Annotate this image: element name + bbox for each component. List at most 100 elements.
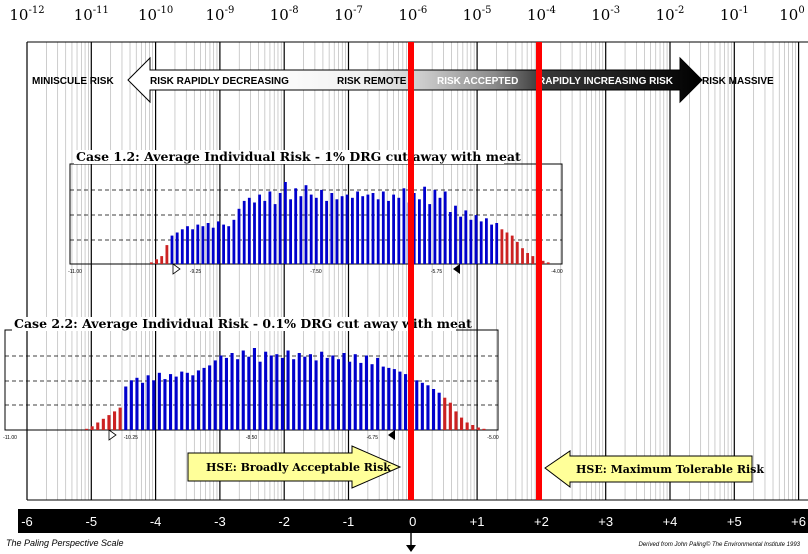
zone-label-remote: RISK REMOTE bbox=[337, 76, 407, 87]
histogram-bar bbox=[448, 402, 452, 430]
histogram-bar bbox=[392, 369, 396, 430]
down-arrow-icon bbox=[406, 545, 416, 552]
histogram-bar bbox=[541, 260, 545, 264]
histogram-bar bbox=[196, 224, 200, 264]
threshold-line-broadly-acceptable bbox=[408, 42, 414, 500]
histogram-bar bbox=[268, 191, 272, 264]
histogram-bar bbox=[438, 197, 442, 264]
histogram-bar bbox=[325, 200, 328, 264]
top-scale-labels: 10-12 10-11 10-10 10-9 10-8 10-7 10-6 10-5 10-4 1… bbox=[9, 5, 804, 24]
zone-label-decreasing: RISK RAPIDLY DECREASING bbox=[150, 76, 289, 87]
histogram-bar bbox=[165, 245, 169, 264]
histogram-title: Case 2.2: Average Individual Risk - 0.1%… bbox=[14, 316, 472, 331]
histogram-bar bbox=[348, 361, 352, 430]
top-scale-label: 10-8 bbox=[270, 5, 299, 24]
histogram-bar bbox=[124, 386, 128, 430]
log-gridlines bbox=[26, 41, 808, 501]
histogram-bar bbox=[361, 196, 365, 264]
histogram-bar bbox=[387, 200, 390, 264]
hse-maximum-tolerable-callout bbox=[544, 450, 753, 489]
top-scale-label: 10-7 bbox=[334, 5, 363, 24]
histogram-bar bbox=[387, 367, 391, 430]
scale-tick-label: +2 bbox=[534, 514, 549, 529]
upper-bound-marker bbox=[453, 264, 460, 274]
histogram-bar bbox=[211, 227, 215, 264]
hse-maximum-tolerable-label: HSE: Maximum Tolerable Risk bbox=[576, 463, 764, 476]
histogram-bar bbox=[85, 428, 89, 430]
scale-tick-label: -2 bbox=[278, 514, 290, 529]
histogram-bar bbox=[432, 389, 436, 430]
histogram-bar bbox=[191, 229, 194, 264]
lower-bound-marker bbox=[172, 263, 181, 275]
histogram-bar bbox=[335, 199, 339, 264]
histogram-bar bbox=[96, 422, 100, 430]
histogram-bar bbox=[157, 372, 161, 430]
histogram-bar bbox=[454, 411, 458, 430]
histogram-bar bbox=[150, 262, 153, 264]
histogram-bar bbox=[448, 212, 452, 264]
zone-label-increasing: RAPIDLY INCREASING RISK bbox=[538, 76, 674, 87]
histogram-bar bbox=[418, 199, 421, 264]
title-backdrop bbox=[74, 150, 504, 164]
histogram-bar bbox=[469, 219, 473, 264]
histogram-bar bbox=[241, 350, 245, 430]
histogram-bar bbox=[169, 374, 173, 430]
histogram-bar bbox=[242, 200, 246, 264]
top-scale-label: 10-1 bbox=[720, 5, 749, 24]
histogram-bar bbox=[521, 248, 524, 264]
histogram-bar bbox=[392, 194, 395, 264]
histogram-bar bbox=[320, 189, 323, 264]
histogram-bar bbox=[247, 356, 251, 430]
histogram-bar bbox=[412, 193, 416, 264]
histogram-bar bbox=[253, 202, 256, 264]
histogram-bar bbox=[196, 370, 200, 430]
upper-bound-marker bbox=[388, 430, 395, 440]
histogram-bar bbox=[309, 194, 313, 264]
histogram-bar bbox=[258, 194, 261, 264]
top-scale-label: 10-9 bbox=[205, 5, 234, 24]
histogram-bar bbox=[479, 221, 483, 264]
histogram-bar bbox=[304, 185, 308, 264]
histogram-bar bbox=[364, 355, 368, 430]
top-scale-label: 10-6 bbox=[398, 5, 427, 24]
histogram-bar bbox=[227, 226, 231, 264]
histogram-axis-label: -5.00 bbox=[487, 435, 499, 441]
histogram-bar bbox=[160, 256, 164, 264]
histogram-bar bbox=[252, 348, 256, 430]
histogram-bar bbox=[420, 382, 424, 430]
histogram-title: Case 1.2: Average Individual Risk - 1% D… bbox=[76, 149, 521, 164]
histogram-bar bbox=[495, 223, 499, 264]
histogram-bar bbox=[381, 191, 385, 264]
hse-broadly-acceptable-label: HSE: Broadly Acceptable Risk bbox=[206, 461, 391, 474]
histogram-bar bbox=[206, 223, 210, 264]
histogram-bar bbox=[201, 226, 205, 264]
histogram-bar bbox=[474, 215, 478, 264]
risk-zone-arrow bbox=[127, 56, 703, 104]
top-scale-label: 100 bbox=[779, 5, 804, 24]
histogram-bar bbox=[232, 219, 236, 264]
histogram-bar bbox=[428, 204, 432, 264]
credit-line: Derived from John Paling© The Environmen… bbox=[638, 541, 800, 548]
zone-label-massive: RISK MASSIVE bbox=[702, 76, 774, 87]
scale-tick-label: +6 bbox=[791, 514, 806, 529]
histogram-bar bbox=[342, 353, 346, 430]
histogram-bar bbox=[460, 417, 464, 430]
histogram-bar bbox=[90, 426, 94, 430]
scale-tick-label: +1 bbox=[470, 514, 485, 529]
histogram-bar bbox=[500, 229, 504, 264]
histogram-bar bbox=[191, 375, 195, 430]
histogram-bar bbox=[230, 353, 234, 430]
histogram-bar bbox=[485, 218, 488, 264]
histogram-bar bbox=[443, 397, 447, 430]
histogram-bar bbox=[325, 357, 329, 430]
paling-scale-labels: -6 -5 -4 -3 -2 -1 0 +1 +2 +3 +4 +5 +6 bbox=[21, 514, 806, 529]
histogram-bar bbox=[141, 382, 145, 430]
paling-scale-bar bbox=[18, 509, 808, 533]
histogram-axis-label: -11.00 bbox=[3, 435, 17, 441]
histogram-bar bbox=[219, 355, 223, 430]
scale-title: The Paling Perspective Scale bbox=[6, 538, 124, 548]
histogram-bar bbox=[454, 205, 457, 264]
threshold-line-maximum-tolerable bbox=[536, 42, 542, 500]
histogram-bar bbox=[299, 196, 303, 264]
